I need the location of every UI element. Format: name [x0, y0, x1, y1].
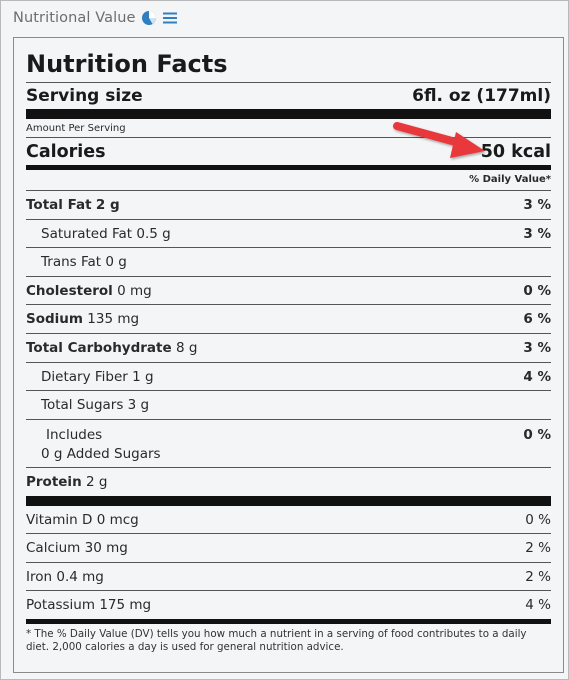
thick-divider [26, 109, 551, 119]
nutrient-amount: 1 g [132, 369, 154, 385]
medium-divider [26, 165, 551, 170]
nutrient-row-added-sugars: Includes 0 g Added Sugars 0 % [26, 426, 551, 464]
divider [26, 333, 551, 334]
nutrient-row-total-sugars: Total Sugars 3 g [26, 397, 551, 413]
serving-size-label: Serving size [26, 86, 143, 106]
nutrient-name: Sodium [26, 311, 83, 327]
nutrient-row-dietary-fiber: Dietary Fiber 1 g 4 % [26, 369, 551, 385]
nutrient-amount: 8 g [175, 340, 198, 356]
nutrient-name: Saturated Fat [41, 226, 133, 242]
daily-value-header: % Daily Value* [469, 174, 551, 185]
vitamin-name: Vitamin D [26, 512, 93, 528]
nutrient-row-total-carbohydrate: Total Carbohydrate 8 g 3 % [26, 340, 551, 356]
nutrient-name: Dietary Fiber [41, 369, 128, 385]
divider [26, 276, 551, 277]
divider [26, 390, 551, 391]
nutrient-dv: 4 % [523, 369, 551, 385]
list-icon[interactable] [162, 11, 178, 25]
divider [26, 467, 551, 468]
nutrient-amount: 2 g [95, 197, 120, 213]
nutrient-amount: 0 g [105, 254, 127, 270]
nutrient-dv: 6 % [523, 311, 551, 327]
thick-divider [26, 496, 551, 506]
nutrient-row-cholesterol: Cholesterol 0 mg 0 % [26, 283, 551, 299]
divider [26, 419, 551, 420]
divider [26, 190, 551, 191]
vitamin-amount: 0.4 mg [56, 569, 104, 585]
vitamin-name: Calcium [26, 540, 81, 556]
calories-value: 50 kcal [480, 142, 551, 162]
footnote: * The % Daily Value (DV) tells you how m… [26, 628, 527, 653]
divider [26, 137, 551, 138]
nutrient-dv: 0 % [523, 427, 551, 443]
vitamin-amount: 30 mg [84, 540, 128, 556]
nutrient-row-total-fat: Total Fat 2 g 3 % [26, 197, 551, 213]
vitamin-name: Iron [26, 569, 53, 585]
vitamin-name: Potassium [26, 597, 96, 613]
label-title: Nutrition Facts [26, 50, 228, 78]
vitamin-dv: 2 % [525, 540, 551, 556]
divider [26, 304, 551, 305]
vitamin-row-vitamin-d: Vitamin D 0 mcg 0 % [26, 512, 551, 528]
vitamin-dv: 0 % [525, 512, 551, 528]
vitamin-dv: 2 % [525, 569, 551, 585]
widget-title: Nutritional Value [13, 10, 136, 26]
pie-chart-icon[interactable] [141, 10, 157, 26]
nutrient-dv: 0 % [523, 283, 551, 299]
nutrient-row-protein: Protein 2 g [26, 474, 551, 490]
nutrient-row-sodium: Sodium 135 mg 6 % [26, 311, 551, 327]
divider [26, 247, 551, 248]
nutrient-amount: 2 g [85, 474, 108, 490]
nutrient-name: Total Carbohydrate [26, 340, 172, 356]
divider [26, 219, 551, 220]
calories-row: Calories 50 kcal [26, 142, 551, 162]
vitamin-row-calcium: Calcium 30 mg 2 % [26, 540, 551, 556]
vitamin-dv: 4 % [525, 597, 551, 613]
vitamin-amount: 0 mcg [96, 512, 139, 528]
nutrient-name: Total Sugars [41, 397, 124, 413]
nutrient-name: Protein [26, 474, 82, 490]
nutrient-name: Includes [46, 427, 103, 443]
nutrient-dv: 3 % [523, 197, 551, 213]
serving-size-value: 6fl. oz (177ml) [412, 86, 551, 106]
nutrient-row-trans-fat: Trans Fat 0 g [26, 254, 551, 270]
calories-label: Calories [26, 142, 106, 162]
serving-size-row: Serving size 6fl. oz (177ml) [26, 86, 551, 106]
nutrient-row-saturated-fat: Saturated Fat 0.5 g 3 % [26, 226, 551, 242]
nutrient-dv: 3 % [523, 226, 551, 242]
vitamin-row-potassium: Potassium 175 mg 4 % [26, 597, 551, 613]
vitamin-row-iron: Iron 0.4 mg 2 % [26, 569, 551, 585]
divider [26, 533, 551, 534]
medium-divider [26, 619, 551, 624]
divider [26, 362, 551, 363]
nutrient-dv: 3 % [523, 340, 551, 356]
nutrient-amount: 0 g Added Sugars [41, 446, 161, 462]
nutrient-amount: 0 mg [117, 283, 152, 299]
widget-header: Nutritional Value [13, 8, 178, 28]
amount-per-serving: Amount Per Serving [26, 123, 126, 134]
nutrition-label: Nutrition Facts Serving size 6fl. oz (17… [13, 37, 564, 673]
divider [26, 562, 551, 563]
vitamin-amount: 175 mg [99, 597, 152, 613]
nutrient-name: Trans Fat [41, 254, 102, 270]
divider [26, 82, 551, 83]
nutrient-amount: 135 mg [87, 311, 140, 327]
nutrient-name: Cholesterol [26, 283, 113, 299]
nutrient-amount: 3 g [127, 397, 150, 413]
nutrient-amount: 0.5 g [136, 226, 171, 242]
nutrient-name: Total Fat [26, 197, 92, 213]
divider [26, 590, 551, 591]
